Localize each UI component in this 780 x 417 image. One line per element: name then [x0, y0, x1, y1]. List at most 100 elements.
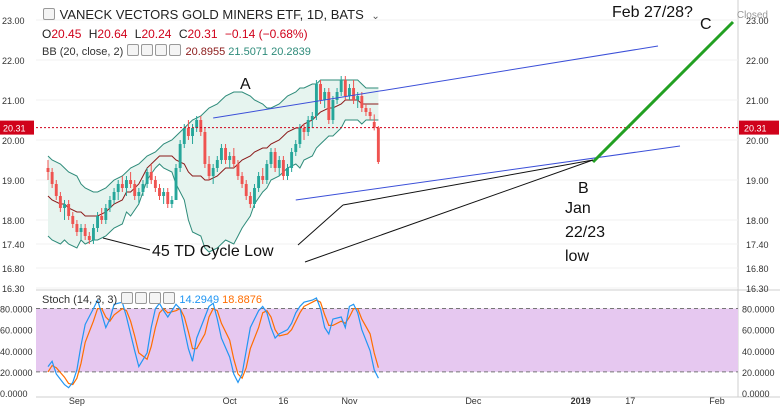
candle-body — [211, 168, 215, 176]
collapse-icon[interactable] — [43, 8, 55, 20]
more-icon[interactable] — [169, 44, 182, 56]
close-icon[interactable] — [155, 44, 168, 56]
last-price-tag-right — [739, 120, 779, 135]
time-tick-label: Nov — [341, 396, 358, 406]
stoch-d-value: 18.8876 — [222, 294, 262, 306]
last-price-tag-left — [0, 120, 34, 135]
price-tick-right: 17.40 — [746, 240, 769, 250]
price-tick-right: 23.00 — [746, 16, 769, 26]
chevron-down-icon[interactable]: ⌄ — [371, 11, 380, 22]
candle-body — [149, 172, 153, 180]
close-icon[interactable] — [149, 292, 162, 304]
channel-lower-line — [295, 145, 681, 201]
candle-body — [335, 92, 339, 100]
candle-body — [203, 132, 207, 164]
price-tick-left: 22.00 — [2, 56, 25, 66]
symbol-header[interactable]: VANECK VECTORS GOLD MINERS ETF, 1D, BATS… — [42, 7, 380, 22]
stoch-k-line — [47, 297, 379, 389]
stoch-tick-right: 60.0000 — [742, 326, 775, 336]
candle-body — [199, 120, 203, 132]
candle-body — [125, 180, 128, 188]
candle-body — [224, 148, 228, 160]
candle-body — [277, 160, 281, 168]
candle-body — [310, 116, 314, 120]
candle-body — [116, 184, 120, 192]
projection-line — [591, 20, 735, 164]
candle-body — [162, 192, 166, 196]
candle-body — [195, 120, 199, 128]
candle-body — [286, 168, 289, 176]
close-value: 20.31 — [187, 27, 218, 41]
candle-body — [257, 176, 261, 188]
stoch-tick-right: 80.0000 — [742, 305, 775, 315]
more-icon[interactable] — [163, 292, 176, 304]
candle-body — [356, 96, 360, 100]
annotation-jan-line1: Jan — [565, 200, 591, 217]
candle-body — [50, 172, 54, 184]
eye-icon[interactable] — [127, 44, 140, 56]
ohlc-legend: O20.45 H20.64 L20.24 C20.31 −0.14 (−0.68… — [42, 27, 308, 41]
candle-body — [174, 168, 178, 200]
bb-lower-value: 20.2839 — [271, 46, 311, 58]
candle-body — [314, 84, 318, 116]
candle-body — [352, 88, 356, 100]
annotation-cycle-low: 45 TD Cycle Low — [152, 243, 274, 260]
candle-body — [129, 180, 133, 184]
stoch-tick-left: 40.0000 — [0, 347, 33, 357]
annotation-jan-line2: 22/23 — [565, 224, 606, 241]
channel-upper-line — [213, 45, 659, 119]
candle-body — [331, 100, 335, 120]
candle-body — [368, 112, 372, 116]
eye-icon[interactable] — [121, 292, 134, 304]
candle-body — [96, 216, 99, 228]
open-value: 20.45 — [51, 27, 82, 41]
candle-body — [228, 156, 232, 160]
candle-body — [120, 184, 124, 188]
candle-body — [348, 88, 351, 96]
candle-body — [54, 184, 58, 196]
annotation-a: A — [240, 76, 251, 93]
stoch-tick-left: 20.0000 — [0, 368, 33, 378]
candle-body — [75, 224, 79, 232]
candle-body — [372, 122, 376, 128]
candle-body — [240, 176, 244, 184]
price-tick-left: 19.00 — [2, 176, 25, 186]
annotation-b: B — [578, 180, 589, 197]
candle-body — [58, 196, 62, 208]
candle-body — [219, 148, 223, 160]
candle-body — [178, 144, 182, 168]
low-value: 20.24 — [141, 27, 172, 41]
candle-body — [343, 80, 347, 96]
candle-body — [261, 176, 265, 180]
bb-label: BB (20, close, 2) — [42, 46, 124, 58]
time-tick-label: Dec — [465, 396, 482, 406]
candle-body — [104, 208, 108, 220]
stoch-k-value: 14.2949 — [179, 294, 220, 306]
stoch-tick-left: 80.0000 — [0, 305, 33, 315]
candle-body — [339, 80, 343, 92]
annotation-jan-line3: low — [565, 248, 590, 265]
settings-icon[interactable] — [135, 292, 148, 304]
candle-body — [133, 184, 137, 196]
price-tick-left: 16.30 — [2, 284, 25, 294]
high-value: 20.64 — [97, 27, 128, 41]
price-tick-right: 18.00 — [746, 216, 769, 226]
stoch-tick-right: 20.0000 — [742, 368, 775, 378]
candle-body — [83, 228, 87, 236]
candle-body — [232, 156, 236, 164]
price-tick-right: 16.30 — [746, 284, 769, 294]
stoch-d-line — [47, 299, 379, 386]
candle-body — [319, 84, 322, 100]
candle-body — [244, 184, 248, 196]
annotation-c: C — [700, 16, 712, 33]
candle-body — [79, 228, 83, 232]
trendline-1 — [342, 159, 594, 206]
time-tick-label: 16 — [278, 396, 288, 406]
settings-icon[interactable] — [141, 44, 154, 56]
candle-body — [91, 228, 95, 240]
candle-body — [306, 120, 310, 132]
price-tick-right: 16.80 — [746, 264, 769, 274]
candle-body — [141, 184, 145, 192]
candle-body — [302, 128, 306, 132]
